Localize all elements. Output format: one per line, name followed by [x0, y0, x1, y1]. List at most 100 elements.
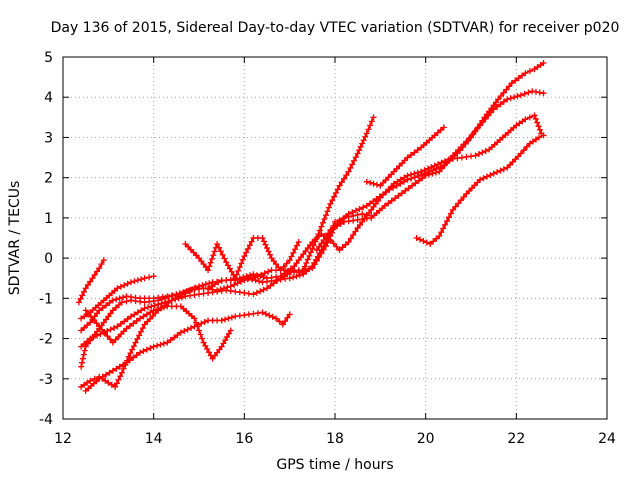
data-point [487, 109, 494, 116]
series-1 [75, 257, 107, 306]
data-point [480, 175, 487, 182]
data-point [273, 273, 280, 280]
data-point [325, 230, 332, 237]
data-point [490, 106, 497, 113]
data-point [407, 171, 414, 178]
data-point [80, 351, 87, 358]
data-point [438, 165, 445, 172]
data-point [241, 312, 248, 319]
data-point [128, 313, 134, 320]
data-point [141, 275, 148, 282]
data-point [363, 202, 370, 209]
data-point [511, 94, 518, 101]
data-point [133, 352, 140, 359]
data-point [218, 317, 225, 324]
data-point [512, 77, 519, 84]
x-tick-label: 20 [417, 431, 435, 447]
data-point [515, 153, 522, 160]
data-point [532, 88, 539, 95]
data-point [105, 313, 112, 320]
data-point [483, 173, 490, 180]
data-point [362, 133, 369, 140]
data-point [82, 307, 89, 314]
data-point [184, 326, 191, 333]
data-point [447, 155, 454, 162]
data-point [223, 259, 230, 266]
data-point [174, 332, 181, 339]
data-point [84, 322, 91, 329]
data-point [349, 209, 356, 216]
data-point [506, 161, 513, 168]
data-point [507, 95, 514, 102]
data-point [227, 327, 234, 334]
data-point [504, 164, 511, 171]
data-point [102, 377, 109, 384]
data-point [112, 304, 119, 311]
data-point [137, 298, 144, 305]
data-point [117, 283, 124, 290]
data-point [514, 93, 521, 100]
data-point [106, 369, 113, 376]
data-point [264, 285, 270, 292]
data-point [93, 320, 100, 327]
data-point [336, 247, 343, 254]
data-point [319, 219, 326, 226]
data-point [124, 315, 131, 322]
data-point [354, 224, 361, 231]
data-point [218, 343, 225, 350]
data-point [306, 252, 313, 259]
data-point [500, 98, 507, 105]
data-point [503, 86, 510, 93]
data-point [540, 60, 547, 67]
data-point [91, 271, 98, 278]
data-point [150, 307, 157, 314]
data-point [84, 281, 91, 288]
data-point [211, 352, 218, 359]
data-point [253, 272, 260, 279]
data-point [210, 252, 217, 259]
x-tick-label: 14 [145, 431, 163, 447]
data-point [112, 336, 119, 343]
data-point [240, 274, 247, 281]
data-point [471, 182, 478, 189]
data-point [275, 264, 282, 271]
data-point [276, 318, 283, 325]
data-point [182, 241, 189, 248]
data-point [345, 218, 352, 225]
data-point [284, 271, 291, 278]
data-point [429, 170, 436, 177]
data-point [345, 210, 352, 217]
data-point [318, 250, 325, 257]
data-point [458, 144, 465, 151]
data-point [78, 363, 85, 370]
x-axis-label: GPS time / hours [276, 457, 393, 473]
data-point [87, 319, 94, 326]
data-point [261, 270, 268, 277]
data-point [433, 165, 440, 172]
data-point [535, 123, 542, 130]
data-point [196, 327, 202, 334]
data-point [280, 263, 287, 270]
data-point [192, 319, 199, 326]
data-point [460, 141, 467, 148]
data-point [162, 299, 168, 306]
data-point [248, 275, 255, 282]
data-point [103, 302, 110, 309]
data-point [182, 293, 189, 300]
data-point [367, 122, 374, 129]
data-point [407, 152, 414, 159]
data-point [131, 278, 138, 285]
data-point [146, 298, 153, 305]
data-point [529, 88, 536, 95]
data-point [109, 297, 116, 304]
data-point [123, 293, 130, 300]
data-point [433, 235, 440, 242]
data-point [214, 241, 221, 248]
data-point [444, 218, 451, 225]
data-point [150, 273, 157, 280]
data-point [130, 354, 137, 361]
data-point [84, 379, 91, 386]
data-point [79, 292, 86, 299]
data-point [438, 229, 445, 236]
